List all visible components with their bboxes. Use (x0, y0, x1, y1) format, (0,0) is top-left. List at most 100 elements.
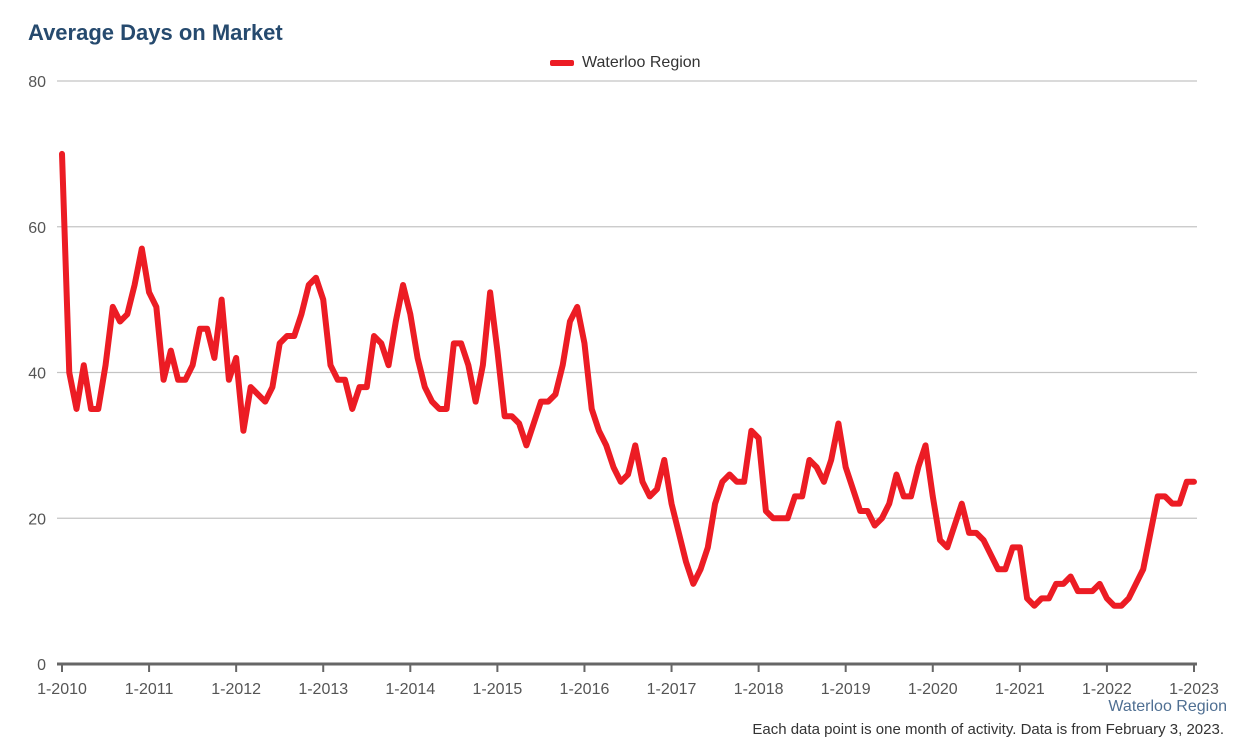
data-point[interactable] (610, 464, 616, 470)
data-point[interactable] (1111, 603, 1117, 609)
data-point[interactable] (1060, 581, 1066, 587)
data-point[interactable] (364, 384, 370, 390)
data-point[interactable] (1162, 493, 1168, 499)
data-point[interactable] (581, 340, 587, 346)
data-point[interactable] (415, 355, 421, 361)
data-point[interactable] (734, 479, 740, 485)
data-point[interactable] (669, 501, 675, 507)
data-point[interactable] (574, 304, 580, 310)
data-point[interactable] (378, 340, 384, 346)
data-point[interactable] (313, 275, 319, 281)
data-point[interactable] (357, 384, 363, 390)
data-point[interactable] (1097, 581, 1103, 587)
data-point[interactable] (567, 318, 573, 324)
data-point[interactable] (502, 413, 508, 419)
data-point[interactable] (915, 464, 921, 470)
data-point[interactable] (487, 289, 493, 295)
data-point[interactable] (473, 399, 479, 405)
data-point[interactable] (465, 362, 471, 368)
data-point[interactable] (1133, 581, 1139, 587)
data-point[interactable] (1017, 544, 1023, 550)
data-point[interactable] (277, 340, 283, 346)
data-point[interactable] (785, 515, 791, 521)
data-point[interactable] (719, 479, 725, 485)
data-point[interactable] (197, 326, 203, 332)
data-point[interactable] (603, 442, 609, 448)
data-point[interactable] (1089, 588, 1095, 594)
data-point[interactable] (429, 399, 435, 405)
data-point[interactable] (923, 442, 929, 448)
data-point[interactable] (255, 391, 261, 397)
data-point[interactable] (879, 515, 885, 521)
data-point[interactable] (792, 493, 798, 499)
data-point[interactable] (850, 486, 856, 492)
data-point[interactable] (422, 384, 428, 390)
data-point[interactable] (81, 362, 87, 368)
data-point[interactable] (74, 406, 80, 412)
data-point[interactable] (1147, 530, 1153, 536)
data-point[interactable] (66, 370, 72, 376)
data-point[interactable] (523, 442, 529, 448)
data-point[interactable] (204, 326, 210, 332)
data-point[interactable] (1024, 595, 1030, 601)
legend[interactable]: Waterloo Region (550, 53, 701, 73)
data-point[interactable] (233, 355, 239, 361)
data-point[interactable] (952, 523, 958, 529)
data-point[interactable] (1118, 603, 1124, 609)
data-point[interactable] (857, 508, 863, 514)
data-point[interactable] (1176, 501, 1182, 507)
data-point[interactable] (864, 508, 870, 514)
data-point[interactable] (240, 428, 246, 434)
data-point[interactable] (552, 391, 558, 397)
data-point[interactable] (153, 304, 159, 310)
data-point[interactable] (284, 333, 290, 339)
data-point[interactable] (712, 501, 718, 507)
data-point[interactable] (1104, 595, 1110, 601)
data-point[interactable] (161, 377, 167, 383)
data-point[interactable] (828, 457, 834, 463)
data-point[interactable] (973, 530, 979, 536)
data-point[interactable] (298, 311, 304, 317)
data-point[interactable] (531, 421, 537, 427)
data-point[interactable] (1191, 479, 1197, 485)
data-point[interactable] (690, 581, 696, 587)
data-point[interactable] (386, 362, 392, 368)
data-point[interactable] (306, 282, 312, 288)
data-point[interactable] (516, 421, 522, 427)
series-line-waterloo-region[interactable] (59, 150, 1197, 609)
data-point[interactable] (748, 428, 754, 434)
data-point[interactable] (727, 472, 733, 478)
data-point[interactable] (806, 457, 812, 463)
data-point[interactable] (1169, 501, 1175, 507)
data-point[interactable] (103, 362, 109, 368)
data-point[interactable] (291, 333, 297, 339)
data-point[interactable] (589, 406, 595, 412)
data-point[interactable] (211, 355, 217, 361)
data-point[interactable] (835, 421, 841, 427)
data-point[interactable] (843, 464, 849, 470)
data-point[interactable] (59, 151, 65, 157)
data-point[interactable] (618, 479, 624, 485)
data-point[interactable] (88, 406, 94, 412)
data-point[interactable] (1053, 581, 1059, 587)
data-point[interactable] (908, 493, 914, 499)
data-point[interactable] (444, 406, 450, 412)
data-point[interactable] (407, 311, 413, 317)
data-point[interactable] (509, 413, 515, 419)
data-point[interactable] (400, 282, 406, 288)
data-point[interactable] (117, 318, 123, 324)
data-point[interactable] (480, 362, 486, 368)
data-point[interactable] (146, 289, 152, 295)
data-point[interactable] (632, 442, 638, 448)
data-point[interactable] (821, 479, 827, 485)
data-point[interactable] (494, 348, 500, 354)
data-point[interactable] (930, 493, 936, 499)
data-point[interactable] (981, 537, 987, 543)
data-point[interactable] (872, 523, 878, 529)
data-point[interactable] (1140, 566, 1146, 572)
data-point[interactable] (640, 479, 646, 485)
data-point[interactable] (1046, 595, 1052, 601)
data-point[interactable] (886, 501, 892, 507)
data-point[interactable] (988, 552, 994, 558)
data-point[interactable] (901, 493, 907, 499)
